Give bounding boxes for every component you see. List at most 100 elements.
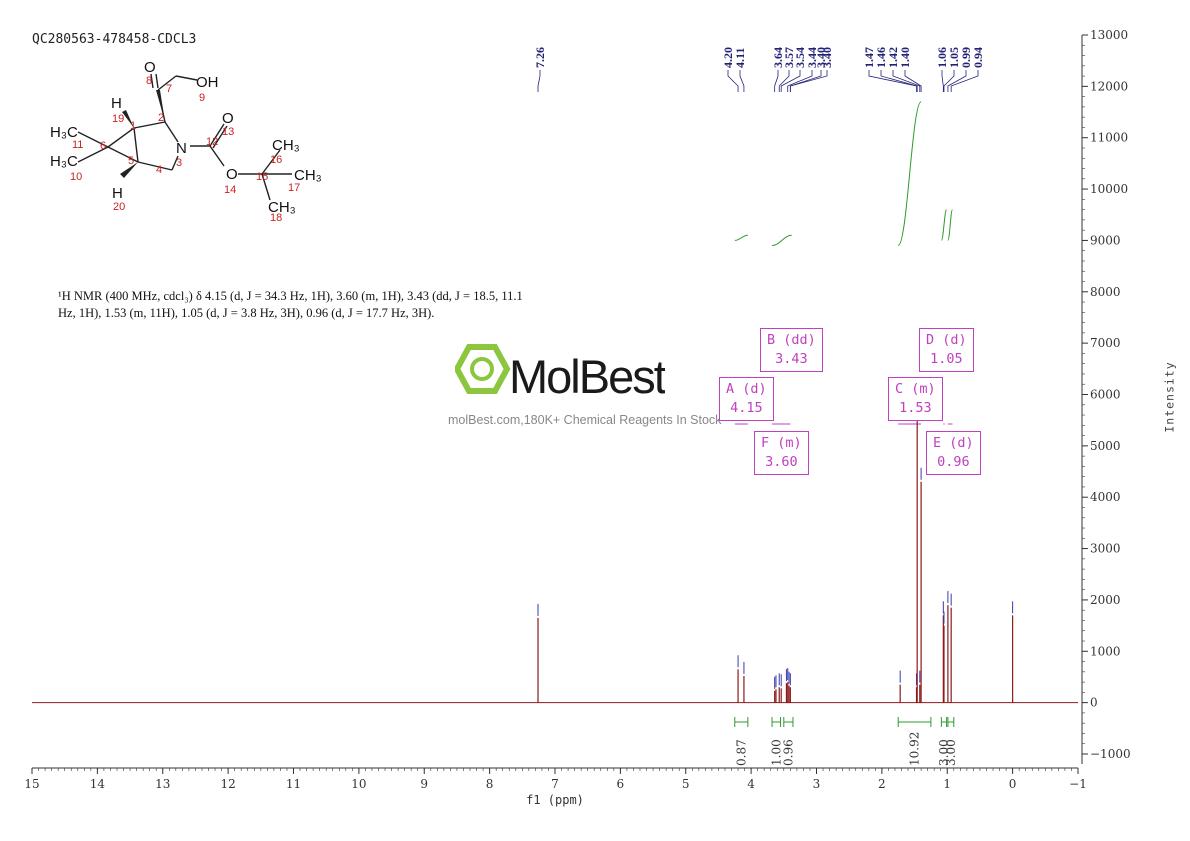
x-tick-label: 0 <box>1009 777 1017 791</box>
peak-label: 3.44 <box>805 47 819 68</box>
atom-label: O <box>226 166 238 183</box>
label-D-head: D (d) <box>926 332 967 348</box>
logo-brand-text: MolBest <box>509 350 665 403</box>
atom-number: 20 <box>113 201 125 213</box>
integral-curve <box>771 234 792 247</box>
label-E-shift: 0.96 <box>937 454 970 470</box>
atom-number: 13 <box>222 126 234 138</box>
x-tick-label: 13 <box>155 777 170 791</box>
atom-number: 6 <box>100 140 106 152</box>
atom-label: CH₃ <box>272 137 300 154</box>
y-tick-label: 2000 <box>1090 593 1121 607</box>
spectrum-trace <box>32 385 1078 704</box>
peak-label: 0.94 <box>971 47 985 68</box>
label-B-head: B (dd) <box>767 332 816 348</box>
peak-label: 7.26 <box>533 47 547 68</box>
atom-number: 12 <box>206 136 218 148</box>
y-tick-label: 11000 <box>1090 131 1128 145</box>
integral-value: 1.00 <box>769 739 783 766</box>
integral-curve <box>947 209 953 241</box>
label-C-head: C (m) <box>895 381 936 397</box>
peak-label: 3.40 <box>814 47 828 68</box>
y-tick-label: 6000 <box>1090 388 1121 402</box>
multiplet-label-D: D (d) 1.05 <box>919 328 974 372</box>
x-tick-label: 1 <box>943 777 951 791</box>
nmr-summary: ¹H NMR (400 MHz, cdcl₃) δ 4.15 (d, J = 3… <box>58 288 618 322</box>
y-tick-label: 8000 <box>1090 285 1121 299</box>
peak-leader-line <box>943 70 955 92</box>
peak-leader-line <box>941 70 944 92</box>
y-axis-label: Intensity <box>1162 361 1177 433</box>
x-tick-label: 7 <box>551 777 559 791</box>
atom-number: 11 <box>72 139 83 151</box>
molbest-logo: MolBest <box>453 343 669 408</box>
y-tick-label: 0 <box>1090 696 1098 710</box>
y-tick-label: 3000 <box>1090 542 1121 556</box>
peak-label: 1.42 <box>886 47 900 68</box>
atom-number: 8 <box>146 75 152 87</box>
peak-label: 3.57 <box>782 47 796 68</box>
watermark-tagline: molBest.com,180K+ Chemical Reagents In S… <box>448 413 722 427</box>
peak-labels: 7.26 4.204.11 3.643.573.543.443.403.40 1.47… <box>533 47 985 92</box>
label-B-shift: 3.43 <box>775 351 808 367</box>
peak-leader-line <box>739 70 745 92</box>
atom-number: 5 <box>128 155 134 167</box>
atom-number: 3 <box>176 157 182 169</box>
atom-label: N <box>176 140 187 157</box>
peak-label: 4.11 <box>733 48 747 68</box>
x-tick-label: 2 <box>878 777 886 791</box>
sample-title: QC280563-478458-CDCL3 <box>32 32 197 47</box>
x-tick-label: 4 <box>747 777 755 791</box>
label-F-head: F (m) <box>761 435 802 451</box>
y-tick-label: 13000 <box>1090 28 1128 42</box>
x-tick-label: 15 <box>24 777 39 791</box>
y-tick-label: 5000 <box>1090 439 1121 453</box>
atom-number: 9 <box>199 92 205 104</box>
x-tick-label: 12 <box>220 777 235 791</box>
atom-number: 14 <box>224 184 236 196</box>
x-tick-label: 8 <box>486 777 494 791</box>
x-tick-label: −1 <box>1069 777 1087 791</box>
integral-value: 0.87 <box>734 739 748 766</box>
y-tick-label: 10000 <box>1090 182 1128 196</box>
peak-leader-line <box>727 70 739 92</box>
x-tick-label: 11 <box>286 777 301 791</box>
y-tick-label: 9000 <box>1090 233 1121 247</box>
atom-label: H₃C <box>50 124 78 141</box>
atom-label: H <box>111 95 122 112</box>
peak-label: 3.40 <box>820 47 834 68</box>
label-C-shift: 1.53 <box>899 400 932 416</box>
y-tick-label: 12000 <box>1090 79 1128 93</box>
integral-value: 10.92 <box>908 732 922 766</box>
label-E-head: E (d) <box>933 435 974 451</box>
peak-label: 1.05 <box>947 47 961 68</box>
nmr-summary-line: Hz, 1H), 1.53 (m, 11H), 1.05 (d, J = 3.8… <box>58 306 435 320</box>
atom-label: CH₃ <box>268 199 296 216</box>
y-tick-label: 1000 <box>1090 644 1121 658</box>
integral-value: 3.00 <box>937 739 951 766</box>
x-tick-label: 5 <box>682 777 690 791</box>
integral-curve <box>734 234 748 241</box>
peak-leader-line <box>787 70 813 92</box>
peak-leader-line <box>780 70 801 92</box>
atom-label: H <box>112 185 123 202</box>
atom-label: O <box>222 110 234 127</box>
multiplet-label-C: C (m) 1.53 <box>888 377 943 421</box>
integral-curves: 0.87 1.000.96 10.92 3.003.00 <box>734 101 958 766</box>
label-A-head: A (d) <box>726 381 767 397</box>
peak-leader-line <box>947 70 967 92</box>
atom-label: O <box>144 59 156 76</box>
peak-label: 1.46 <box>874 47 888 68</box>
chart-axes: 15 14 13 12 11 10 9 8 7 6 5 4 3 2 1 0 −1f1 (ppm)−1000010… <box>24 28 1130 807</box>
atom-number: 15 <box>256 171 268 183</box>
peak-label: 1.40 <box>898 47 912 68</box>
label-D-shift: 1.05 <box>930 351 963 367</box>
peak-label: 1.06 <box>935 47 949 68</box>
atom-number: 19 <box>112 113 124 125</box>
multiplet-label-B: B (dd) 3.43 <box>760 328 823 372</box>
atom-number: 18 <box>270 212 282 224</box>
integral-value: 3.00 <box>944 739 958 766</box>
x-tick-label: 14 <box>90 777 106 791</box>
atom-label: CH₃ <box>294 167 322 184</box>
